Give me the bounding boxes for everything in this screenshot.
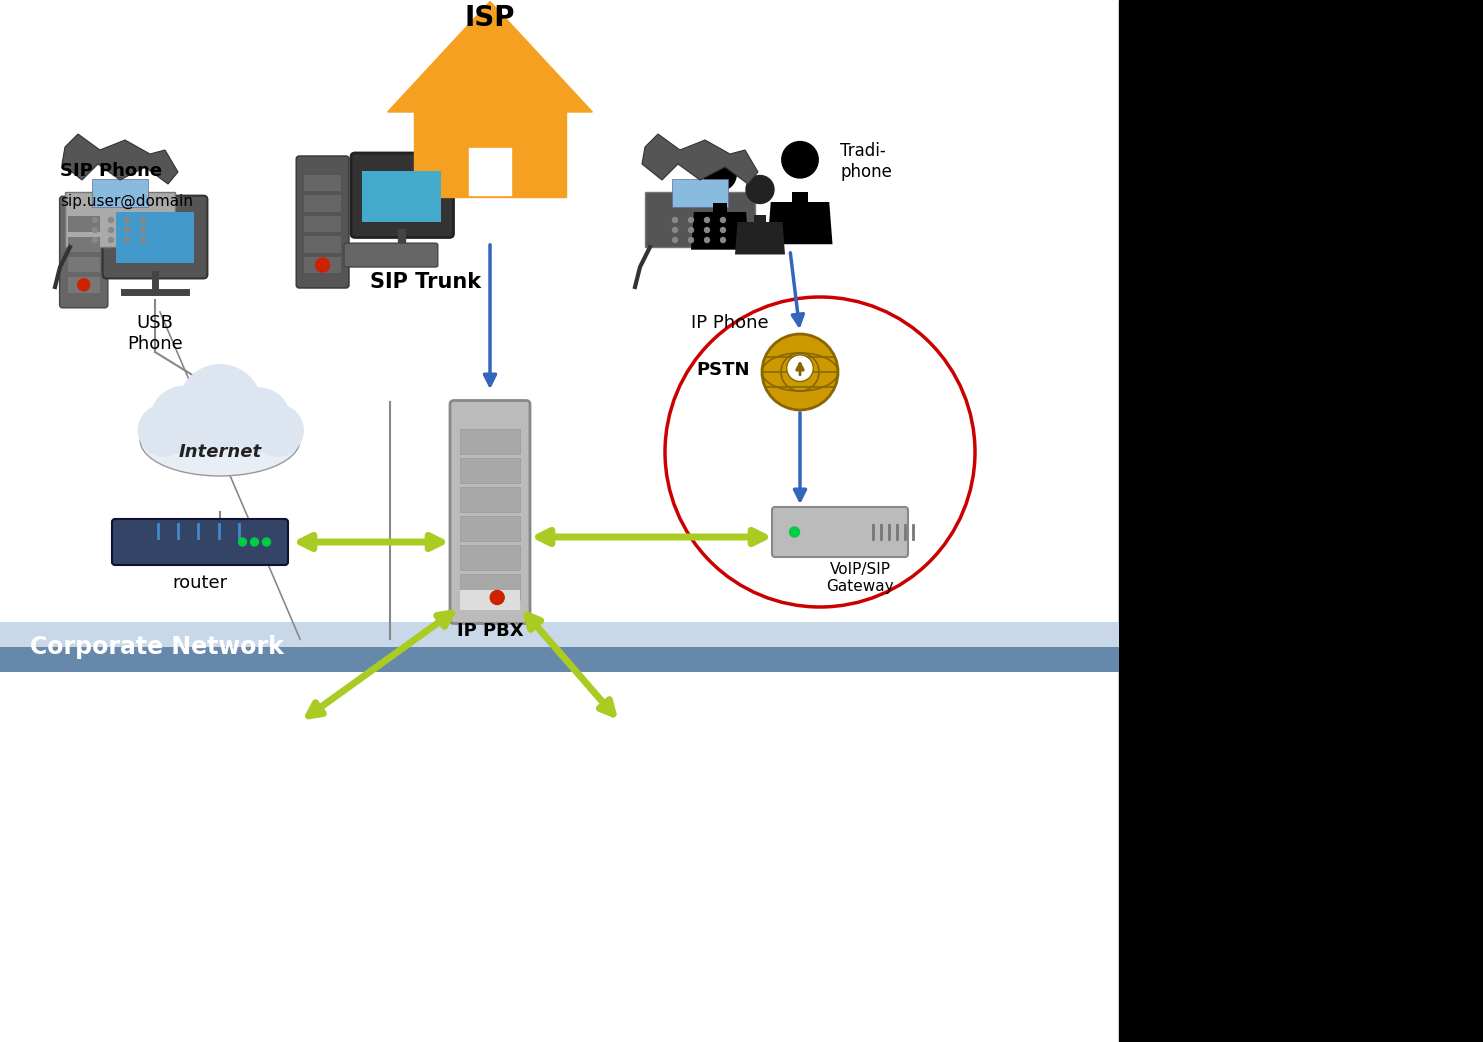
- Circle shape: [491, 591, 504, 604]
- FancyBboxPatch shape: [773, 507, 908, 557]
- Circle shape: [721, 218, 725, 223]
- Polygon shape: [65, 192, 175, 247]
- Text: Tradi-
phone: Tradi- phone: [839, 142, 891, 181]
- Circle shape: [704, 158, 736, 191]
- Bar: [460, 457, 521, 482]
- Circle shape: [92, 238, 98, 243]
- Circle shape: [688, 238, 694, 243]
- Bar: [792, 193, 808, 205]
- Circle shape: [252, 404, 303, 456]
- Circle shape: [704, 218, 709, 223]
- Text: Internet: Internet: [178, 443, 261, 461]
- Polygon shape: [62, 134, 178, 184]
- Bar: [460, 590, 521, 610]
- Polygon shape: [645, 192, 755, 247]
- Circle shape: [762, 334, 838, 410]
- Text: USB
Phone: USB Phone: [128, 314, 182, 353]
- Ellipse shape: [139, 404, 300, 476]
- Bar: [304, 175, 341, 192]
- Circle shape: [108, 238, 114, 243]
- FancyBboxPatch shape: [351, 153, 454, 238]
- Circle shape: [141, 238, 145, 243]
- Polygon shape: [736, 222, 785, 254]
- Bar: [0, 622, 1120, 647]
- Text: router: router: [172, 574, 227, 592]
- Circle shape: [125, 227, 129, 232]
- FancyBboxPatch shape: [59, 196, 108, 307]
- Bar: [92, 179, 148, 207]
- Bar: [414, 111, 567, 197]
- Polygon shape: [768, 202, 832, 244]
- Text: sip.user@domain: sip.user@domain: [59, 194, 193, 209]
- Bar: [68, 277, 99, 293]
- Text: IP PBX: IP PBX: [457, 622, 523, 640]
- Circle shape: [672, 238, 678, 243]
- Bar: [469, 148, 512, 195]
- FancyBboxPatch shape: [297, 156, 349, 288]
- Circle shape: [721, 227, 725, 232]
- Text: SIP Trunk: SIP Trunk: [369, 272, 480, 292]
- Circle shape: [704, 227, 709, 232]
- Bar: [460, 487, 521, 512]
- Circle shape: [672, 227, 678, 232]
- Text: IP Phone: IP Phone: [691, 314, 768, 332]
- FancyBboxPatch shape: [113, 519, 288, 565]
- Bar: [0, 647, 1120, 672]
- Polygon shape: [691, 212, 749, 250]
- Bar: [362, 171, 440, 222]
- Circle shape: [316, 258, 329, 272]
- Text: SIP Phone: SIP Phone: [59, 162, 162, 180]
- Circle shape: [786, 355, 813, 381]
- FancyBboxPatch shape: [102, 196, 208, 278]
- Bar: [304, 237, 341, 252]
- Bar: [1120, 0, 1483, 1042]
- Bar: [116, 213, 194, 264]
- Circle shape: [77, 279, 89, 291]
- Circle shape: [227, 388, 291, 452]
- Circle shape: [125, 218, 129, 223]
- Circle shape: [688, 227, 694, 232]
- Circle shape: [150, 387, 218, 453]
- Circle shape: [108, 227, 114, 232]
- Circle shape: [141, 227, 145, 232]
- Bar: [460, 516, 521, 541]
- Bar: [304, 256, 341, 273]
- Circle shape: [688, 218, 694, 223]
- Circle shape: [782, 142, 819, 178]
- Circle shape: [239, 538, 246, 546]
- Bar: [304, 196, 341, 212]
- FancyBboxPatch shape: [344, 243, 437, 267]
- Bar: [304, 216, 341, 232]
- Circle shape: [721, 238, 725, 243]
- Text: Corporate Network: Corporate Network: [30, 635, 283, 660]
- Circle shape: [92, 218, 98, 223]
- Bar: [713, 203, 727, 215]
- Polygon shape: [387, 1, 592, 111]
- Circle shape: [108, 218, 114, 223]
- Circle shape: [125, 238, 129, 243]
- Bar: [672, 179, 728, 207]
- Circle shape: [789, 527, 799, 537]
- Text: VoIP/SIP
Gateway: VoIP/SIP Gateway: [826, 562, 894, 594]
- Circle shape: [672, 218, 678, 223]
- Polygon shape: [642, 134, 758, 184]
- Text: ISP: ISP: [464, 4, 515, 32]
- Bar: [460, 545, 521, 570]
- Circle shape: [251, 538, 258, 546]
- Circle shape: [746, 175, 774, 203]
- Circle shape: [92, 227, 98, 232]
- Bar: [68, 216, 99, 231]
- FancyBboxPatch shape: [449, 400, 529, 623]
- Circle shape: [704, 238, 709, 243]
- Bar: [460, 574, 521, 599]
- Bar: [68, 237, 99, 252]
- Circle shape: [138, 404, 190, 456]
- Circle shape: [141, 218, 145, 223]
- Text: PSTN: PSTN: [697, 361, 750, 379]
- Bar: [753, 215, 767, 224]
- Bar: [68, 257, 99, 272]
- Bar: [460, 428, 521, 453]
- Circle shape: [262, 538, 270, 546]
- Circle shape: [178, 365, 261, 448]
